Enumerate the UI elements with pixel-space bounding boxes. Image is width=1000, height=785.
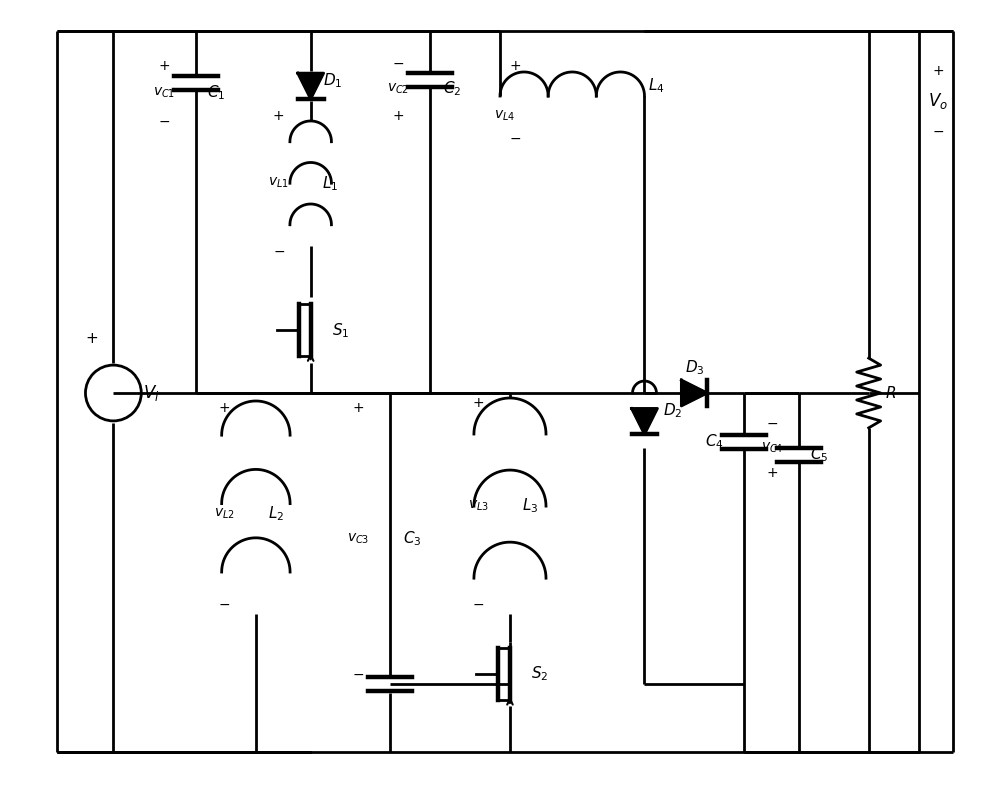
Text: $L_3$: $L_3$	[522, 497, 538, 516]
Text: +: +	[218, 401, 230, 415]
Text: $v_{L2}$: $v_{L2}$	[214, 506, 234, 520]
Text: +: +	[273, 109, 285, 123]
Text: $L_2$: $L_2$	[268, 504, 284, 523]
Text: +: +	[353, 401, 364, 415]
Text: $-$: $-$	[273, 243, 285, 257]
Text: $-$: $-$	[472, 597, 484, 612]
Text: $S_1$: $S_1$	[332, 321, 349, 340]
Text: $v_{C4}$: $v_{C4}$	[761, 440, 783, 455]
Text: $D_1$: $D_1$	[323, 71, 342, 90]
Text: $-$: $-$	[218, 597, 230, 612]
Text: $-$: $-$	[509, 131, 521, 145]
Text: +: +	[933, 64, 944, 78]
Polygon shape	[681, 380, 707, 406]
Text: $C_4$: $C_4$	[705, 433, 724, 451]
Text: $-$: $-$	[932, 124, 945, 138]
Text: $L_1$: $L_1$	[322, 174, 339, 192]
Text: $v_{L3}$: $v_{L3}$	[468, 499, 489, 513]
Text: $D_3$: $D_3$	[685, 359, 704, 378]
Text: $C_5$: $C_5$	[810, 445, 828, 464]
Text: $L_4$: $L_4$	[648, 77, 665, 96]
Text: +: +	[158, 59, 170, 73]
Text: $-$: $-$	[392, 57, 404, 70]
Text: $v_{C2}$: $v_{C2}$	[387, 82, 409, 97]
Text: $-$: $-$	[352, 667, 365, 681]
Text: $-$: $-$	[766, 416, 778, 430]
Text: $D_2$: $D_2$	[663, 401, 682, 420]
Text: +: +	[509, 59, 521, 73]
Text: +: +	[472, 396, 484, 410]
Text: $C_2$: $C_2$	[443, 80, 461, 98]
Text: +: +	[393, 109, 404, 123]
Text: +: +	[85, 330, 98, 345]
Polygon shape	[298, 73, 324, 99]
Text: $v_{C3}$: $v_{C3}$	[347, 531, 370, 546]
Text: $V_o$: $V_o$	[928, 91, 948, 111]
Text: $V_i$: $V_i$	[143, 383, 160, 403]
Text: $v_{L1}$: $v_{L1}$	[268, 176, 289, 191]
Text: $-$: $-$	[158, 114, 170, 128]
Text: $R$: $R$	[885, 385, 896, 401]
Text: +: +	[766, 466, 778, 480]
Text: $C_1$: $C_1$	[207, 84, 225, 102]
Polygon shape	[632, 408, 657, 434]
Text: $v_{L4}$: $v_{L4}$	[494, 109, 516, 123]
Text: $v_{C1}$: $v_{C1}$	[153, 86, 175, 100]
Text: $S_2$: $S_2$	[531, 665, 549, 684]
Text: $C_3$: $C_3$	[403, 529, 422, 548]
